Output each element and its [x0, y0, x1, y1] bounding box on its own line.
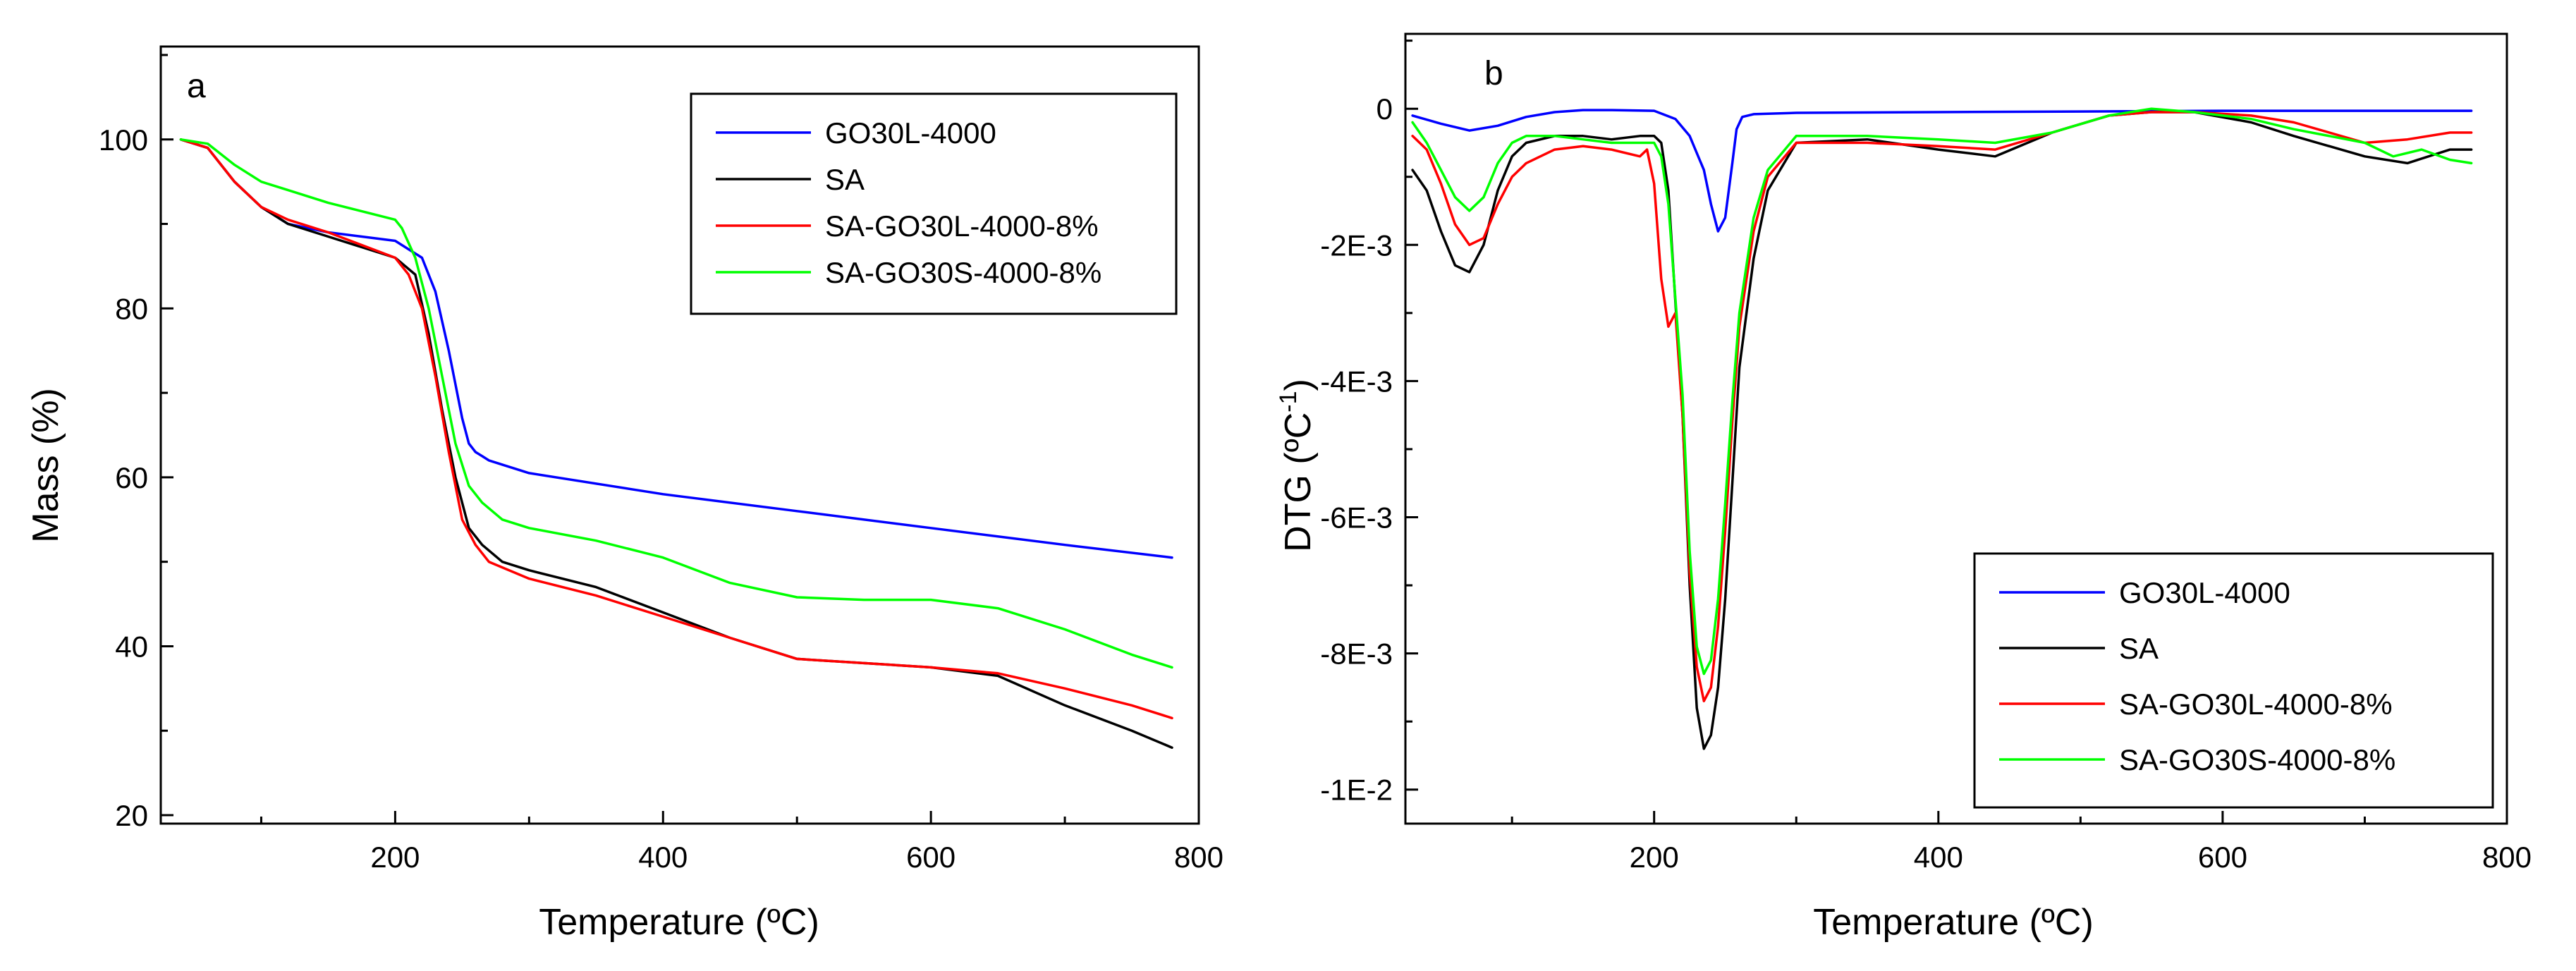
- panel-b-x-tick-label-1: 400: [1914, 841, 1963, 874]
- panel-b-series-line-0: [1411, 109, 2473, 233]
- panel-a-y-tick-label-0: 20: [115, 799, 148, 832]
- panel-b-series-line-2: [1411, 111, 2473, 702]
- panel-a-legend-label-0: GO30L-4000: [825, 116, 996, 149]
- panel-b-legend-label-0: GO30L-4000: [2119, 576, 2290, 609]
- panel-a-xlabel: Temperature (ºC): [539, 902, 819, 943]
- panel-b-legend-box: [1973, 552, 2494, 809]
- panel-a-x-tick-label-1: 400: [638, 841, 688, 874]
- panel-b-legend-label-1: SA: [2119, 632, 2159, 665]
- panel-a-x-tick-label-0: 200: [370, 841, 420, 874]
- panel-b-letter: b: [1484, 55, 1503, 92]
- panel-a-legend-box: [690, 92, 1178, 315]
- panel-a-legend-label-2: SA-GO30L-4000-8%: [825, 209, 1099, 243]
- panel-b-y-tick-label-5: -1E-2: [1320, 774, 1393, 807]
- panel-b-y-tick-label-0: 0: [1376, 92, 1393, 126]
- panel-b-series-line-3: [1411, 107, 2473, 676]
- panel-a-letter: a: [187, 68, 206, 105]
- panel-b-x-tick-label-2: 600: [2198, 841, 2247, 874]
- panel-b: DTG (ºC-1) Temperature (ºC) b 200 400 600 8…: [1275, 32, 2532, 943]
- panel-a-series-line-2: [179, 138, 1173, 720]
- panel-a-plot-frame: [159, 45, 1200, 825]
- panel-a-x-tick-label-2: 600: [906, 841, 956, 874]
- panel-a-legend-label-3: SA-GO30S-4000-8%: [825, 256, 1101, 289]
- panel-b-ylabel-sup: -1: [1275, 391, 1302, 413]
- panel-a: Mass (%) Temperature (ºC) a 200 400 600 800…: [25, 45, 1223, 943]
- panel-b-plot-frame: [1404, 32, 2508, 825]
- panel-b-ylabel: DTG (ºC-1): [1275, 379, 1319, 552]
- panel-b-legend-label-3: SA-GO30S-4000-8%: [2119, 743, 2395, 776]
- panel-b-ylabel-suffix: ): [1278, 379, 1319, 391]
- panel-b-ylabel-main: DTG (ºC: [1278, 413, 1319, 552]
- panel-a-legend-label-1: SA: [825, 163, 865, 196]
- panel-b-xlabel: Temperature (ºC): [1813, 902, 2094, 943]
- panel-b-x-tick-label-0: 200: [1630, 841, 1679, 874]
- panel-a-y-tick-label-2: 60: [115, 461, 148, 494]
- panel-b-legend-label-2: SA-GO30L-4000-8%: [2119, 688, 2393, 721]
- panel-a-x-tick-label-3: 800: [1174, 841, 1223, 874]
- panel-a-y-tick-label-3: 80: [115, 292, 148, 325]
- panel-b-y-tick-label-2: -4E-3: [1320, 365, 1393, 398]
- panel-b-y-tick-label-4: -8E-3: [1320, 637, 1393, 671]
- panel-b-x-tick-label-3: 800: [2482, 841, 2532, 874]
- panel-a-ylabel: Mass (%): [25, 388, 66, 543]
- panel-a-y-tick-label-1: 40: [115, 630, 148, 663]
- panel-b-y-tick-label-1: -2E-3: [1320, 228, 1393, 262]
- panel-a-y-tick-label-4: 100: [99, 123, 148, 157]
- panel-b-y-tick-label-3: -6E-3: [1320, 501, 1393, 535]
- panel-a-series-line-3: [179, 138, 1173, 669]
